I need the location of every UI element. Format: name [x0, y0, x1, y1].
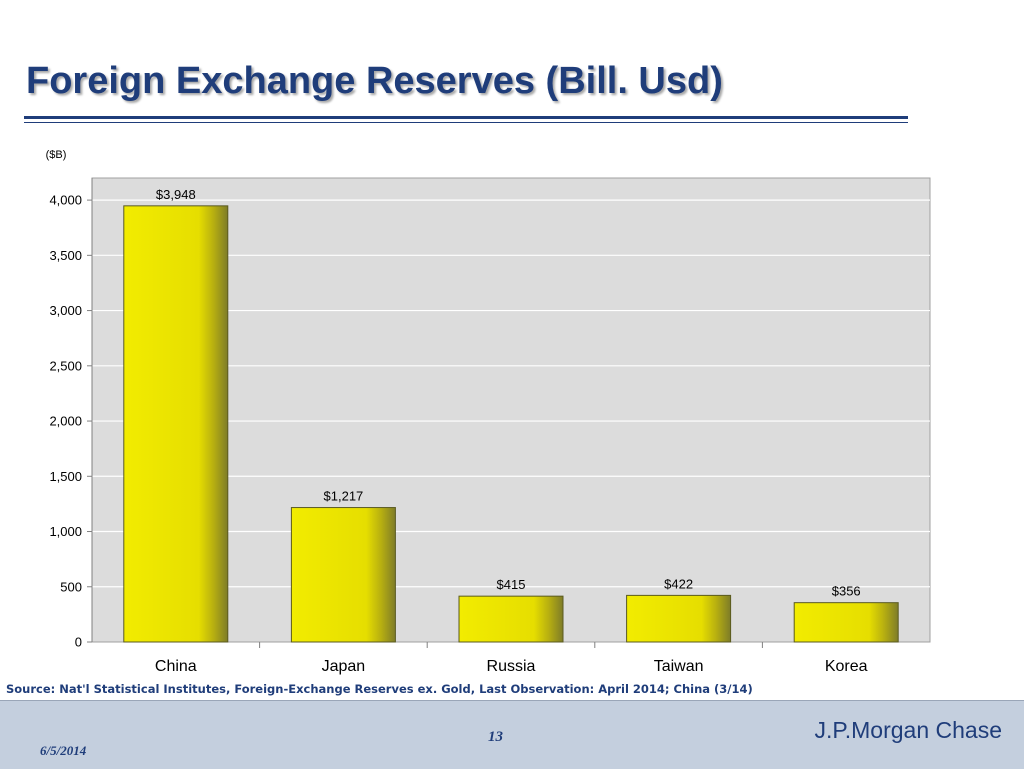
y-tick-label: 4,000 — [49, 193, 82, 208]
y-tick-label: 2,500 — [49, 358, 82, 373]
x-axis: China Japan Russia Taiwan Korea — [155, 642, 868, 675]
bar-russia — [458, 595, 564, 643]
y-tick-label: 2,000 — [49, 414, 82, 429]
bar-chart: 05001,0001,5002,0002,5003,0003,5004,000 … — [46, 149, 931, 675]
bar-china — [123, 205, 229, 643]
gridlines — [92, 199, 930, 588]
x-tick-label: Korea — [825, 658, 868, 675]
brand-logo-text: J.P.Morgan Chase — [814, 717, 1002, 743]
footer-bar: 6/5/2014 13 J.P.Morgan Chase — [0, 700, 1024, 769]
x-tick-label: China — [155, 658, 197, 675]
data-label-taiwan: $422 — [664, 576, 693, 591]
title-underline — [24, 116, 908, 119]
data-label-korea: $356 — [832, 584, 861, 599]
y-tick-label: 0 — [75, 635, 82, 650]
title-underline-thin — [24, 122, 908, 123]
data-label-china: $3,948 — [156, 187, 196, 202]
y-tick-label: 1,500 — [49, 469, 82, 484]
y-tick-label: 500 — [60, 579, 82, 594]
footer-date: 6/5/2014 — [40, 743, 87, 758]
x-tick-label: Taiwan — [654, 658, 704, 675]
y-tick-label: 3,500 — [49, 248, 82, 263]
bar-taiwan — [626, 594, 732, 643]
slide-title: Foreign Exchange Reserves (Bill. Usd) — [26, 60, 723, 102]
bars: $3,948 $1,217 $415 $422 $356 — [123, 187, 899, 643]
x-tick-label: Japan — [322, 658, 366, 675]
data-label-russia: $415 — [497, 577, 526, 592]
y-tick-label: 1,000 — [49, 524, 82, 539]
y-tick-label: 3,000 — [49, 303, 82, 318]
data-label-japan: $1,217 — [324, 489, 364, 504]
y-axis: 0 500 1,000 1,500 2,000 2,500 3,000 3,500 4,000 — [49, 178, 93, 650]
page-number: 13 — [488, 729, 503, 745]
x-tick-label: Russia — [487, 658, 536, 675]
bar-japan — [290, 507, 396, 643]
y-axis-label: ($B) — [46, 149, 67, 161]
bar-korea — [793, 602, 899, 643]
source-note: Source: Nat'l Statistical Institutes, Fo… — [6, 682, 753, 696]
